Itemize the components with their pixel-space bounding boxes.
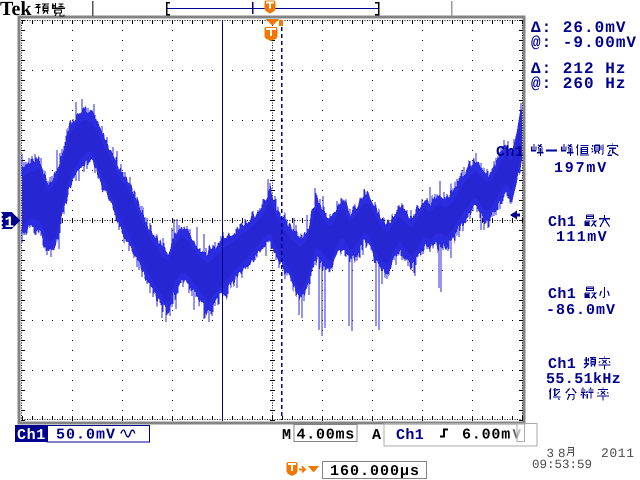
svg-text:Δ: 26.0mV: Δ: 26.0mV — [531, 19, 626, 37]
svg-text:111mV: 111mV — [556, 229, 608, 246]
svg-text:1: 1 — [5, 214, 15, 232]
svg-text:55.51kHz: 55.51kHz — [546, 371, 621, 388]
svg-text:8: 8 — [558, 447, 566, 461]
svg-text:@: -9.00mV: @: -9.00mV — [531, 34, 637, 52]
svg-text:-86.0mV: -86.0mV — [546, 302, 616, 319]
svg-text:Δ: 212 Hz: Δ: 212 Hz — [531, 60, 626, 78]
svg-text:Ch1: Ch1 — [548, 286, 576, 303]
svg-text:Tek: Tek — [0, 0, 32, 20]
svg-text:4.00ms: 4.00ms — [297, 427, 356, 444]
svg-text:09:53:59: 09:53:59 — [532, 458, 592, 472]
svg-text:3: 3 — [547, 447, 555, 461]
svg-text:Ch1: Ch1 — [17, 427, 46, 444]
svg-text:197mV: 197mV — [554, 160, 608, 177]
svg-text:M: M — [282, 427, 291, 444]
svg-text:160.000µs: 160.000µs — [330, 463, 420, 480]
svg-text:2011: 2011 — [601, 446, 635, 461]
svg-text:6.00m: 6.00m — [462, 427, 511, 444]
svg-text:Ch1: Ch1 — [548, 356, 576, 373]
svg-text:Ch1: Ch1 — [396, 427, 424, 444]
svg-text:@: 260 Hz: @: 260 Hz — [531, 75, 626, 93]
svg-text:50.0mV: 50.0mV — [56, 427, 116, 444]
svg-text:Ch1: Ch1 — [548, 214, 576, 231]
svg-text:Ch1: Ch1 — [496, 144, 524, 161]
svg-text:A: A — [372, 427, 381, 444]
